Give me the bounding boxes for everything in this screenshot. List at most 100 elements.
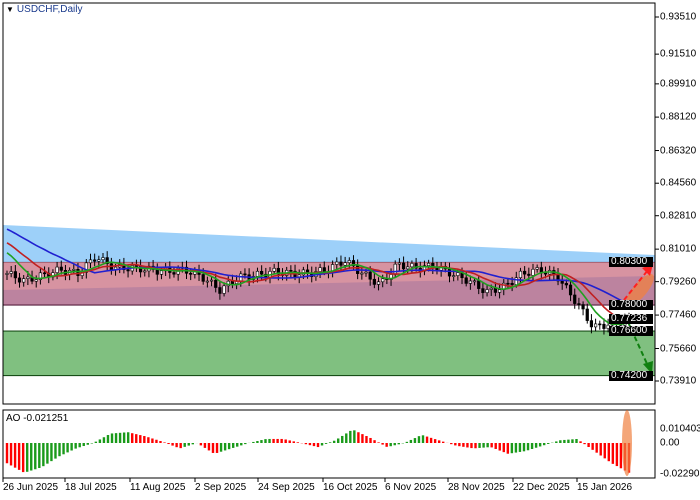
price-tick: 0.91510	[660, 48, 697, 60]
ao-bar	[619, 443, 623, 469]
ao-bar	[264, 439, 267, 443]
ao-bar	[223, 443, 227, 451]
candle-body	[468, 280, 472, 284]
ao-bar	[365, 436, 368, 443]
candle-body	[581, 304, 585, 310]
candle-body	[42, 272, 47, 275]
candle-body	[201, 274, 205, 282]
ao-bar	[13, 443, 17, 468]
candle-body	[472, 280, 477, 283]
ao-bar	[203, 443, 207, 448]
candle-body	[22, 278, 26, 283]
dropdown-triangle-icon[interactable]: ▼	[6, 5, 14, 14]
candle-body	[260, 270, 264, 275]
ao-bar	[304, 443, 308, 445]
ao-bar	[175, 443, 178, 448]
ao-bar	[615, 443, 619, 467]
ao-bar	[288, 440, 291, 443]
candle-body	[34, 279, 38, 282]
ao-bar	[126, 432, 130, 443]
ao-bar	[345, 433, 348, 443]
price-tick: 0.77460	[660, 309, 697, 321]
candle-body	[76, 269, 80, 276]
ao-bar	[579, 441, 582, 443]
candle-body	[143, 270, 147, 273]
candle-body	[134, 265, 139, 267]
candle-body	[159, 270, 164, 275]
ao-bar	[611, 443, 615, 464]
candle-body	[456, 272, 460, 276]
price-tick: 0.82810	[660, 210, 697, 222]
candle-body	[218, 287, 222, 294]
ao-bar	[433, 439, 437, 443]
ao-bar	[9, 443, 13, 466]
candle-body	[255, 270, 260, 277]
ao-bar	[510, 443, 514, 454]
ao-bar	[442, 441, 445, 443]
ao-bar	[244, 443, 247, 445]
ao-bar	[466, 443, 469, 448]
ao-bar	[151, 438, 154, 443]
price-tick: 0.86320	[660, 145, 697, 157]
date-label: 28 Nov 2025	[448, 482, 505, 493]
ao-bar	[530, 443, 534, 449]
support-zone	[2, 330, 656, 377]
candle-body	[523, 270, 527, 275]
candle-body	[97, 259, 101, 262]
candle-body	[481, 288, 485, 293]
ao-bar	[583, 443, 586, 445]
ao-bar	[534, 443, 538, 448]
ao-bar	[494, 443, 497, 449]
ao-bar	[385, 443, 388, 447]
ao-bar	[187, 443, 190, 446]
ao-bar	[17, 443, 21, 470]
ao-bar	[110, 433, 114, 443]
candle-body	[518, 270, 523, 279]
candle-body	[172, 272, 176, 275]
ao-bar	[506, 443, 510, 454]
ao-bar	[341, 435, 344, 443]
ao-bar	[215, 443, 219, 453]
ao-bar	[522, 443, 526, 452]
ao-bar	[155, 439, 158, 443]
ao-bar	[284, 439, 287, 443]
candle-body	[26, 276, 30, 279]
ao-bar	[42, 443, 45, 467]
ao-bar	[373, 440, 376, 443]
ao-bar	[256, 441, 259, 443]
ao-bar	[518, 443, 522, 452]
ao-bar	[409, 439, 413, 443]
ao-bar	[143, 436, 146, 443]
ao-label: AO -0.021251	[6, 413, 69, 424]
candle-body	[360, 272, 364, 275]
price-label: 0.74200	[609, 370, 653, 381]
ao-bar	[328, 442, 332, 443]
ao-bar	[308, 443, 312, 446]
ao-bar	[70, 443, 73, 451]
ao-bar	[272, 438, 275, 443]
chart-title: ▼ USDCHF,Daily	[6, 4, 82, 15]
ao-bar	[98, 439, 102, 443]
price-label: 0.77236	[609, 314, 653, 325]
candle-body	[393, 263, 397, 275]
ao-bar	[587, 443, 590, 447]
candle-body	[297, 274, 301, 278]
candle-body	[189, 272, 193, 275]
ao-bar	[547, 443, 550, 444]
ao-bar	[171, 443, 174, 446]
candle-body	[88, 259, 93, 264]
candle-body	[272, 267, 276, 272]
candle-body	[376, 281, 381, 285]
candle-body	[59, 266, 63, 271]
ao-bar	[139, 435, 142, 443]
candle-body	[93, 259, 97, 262]
ao-tick: 0.010403	[660, 423, 700, 435]
candle-body	[464, 277, 468, 284]
candle-body	[126, 269, 130, 272]
price-tick: 0.79260	[660, 276, 697, 288]
ao-bar	[163, 442, 166, 443]
ao-bar	[316, 443, 320, 448]
price-tick: 0.81010	[660, 243, 697, 255]
ao-bar	[268, 438, 271, 443]
